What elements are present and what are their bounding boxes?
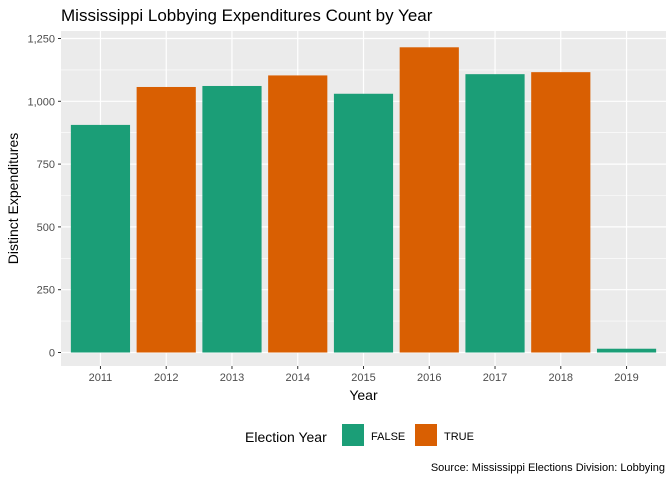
x-axis-title: Year	[349, 387, 378, 403]
x-tick-label: 2018	[549, 372, 573, 384]
x-tick-label: 2015	[351, 372, 375, 384]
bar-2012	[136, 86, 196, 353]
x-tick-label: 2013	[220, 372, 244, 384]
x-tick-label: 2011	[89, 372, 113, 384]
bar-2016	[399, 47, 459, 353]
y-tick-label: 500	[37, 222, 55, 234]
x-tick-label: 2012	[154, 372, 178, 384]
legend-swatch-false	[342, 424, 364, 446]
bar-2019	[596, 348, 657, 353]
chart-title: Mississippi Lobbying Expenditures Count …	[61, 6, 433, 25]
x-tick-label: 2014	[285, 372, 309, 384]
bar-2015	[333, 93, 394, 353]
y-axis: 0 250 500 750 1,000 1,250	[27, 34, 61, 360]
y-tick-label: 0	[49, 348, 55, 360]
y-tick-label: 250	[37, 285, 55, 297]
legend-swatch-true	[415, 424, 437, 446]
bar-2017	[465, 74, 525, 353]
y-axis-title: Distinct Expenditures	[5, 133, 21, 265]
x-tick-label: 2016	[417, 372, 441, 384]
x-tick-label: 2019	[614, 372, 638, 384]
y-tick-label: 1,250	[27, 34, 55, 46]
x-tick-label: 2017	[483, 372, 507, 384]
legend-title: Election Year	[245, 429, 327, 445]
bar-2014	[268, 75, 328, 353]
bar-2013	[202, 85, 262, 353]
bar-2011	[70, 124, 131, 353]
y-tick-label: 1,000	[27, 96, 55, 108]
legend: Election Year FALSE TRUE	[245, 424, 474, 446]
x-axis: 2011 2012 2013 2014 2015 2016 2017 2018 2019	[89, 366, 639, 384]
legend-label-true: TRUE	[444, 431, 474, 443]
legend-label-false: FALSE	[371, 431, 405, 443]
bar-2018	[531, 72, 591, 353]
bars	[70, 47, 657, 353]
y-tick-label: 750	[37, 159, 55, 171]
caption: Source: Mississippi Elections Division: …	[431, 462, 665, 474]
